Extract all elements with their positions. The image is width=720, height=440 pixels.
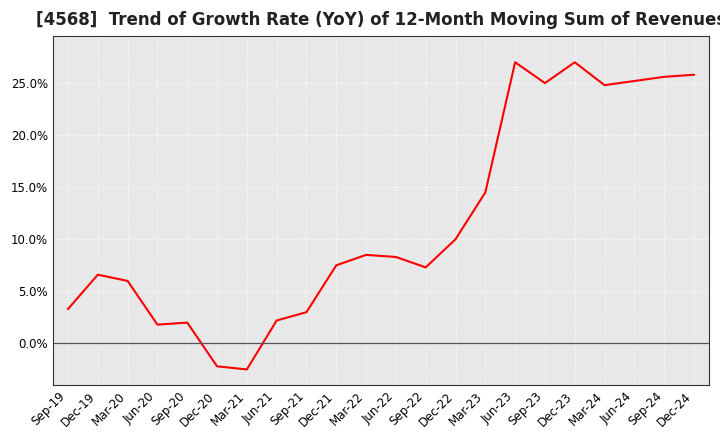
Title: [4568]  Trend of Growth Rate (YoY) of 12-Month Moving Sum of Revenues: [4568] Trend of Growth Rate (YoY) of 12-… [36, 11, 720, 29]
